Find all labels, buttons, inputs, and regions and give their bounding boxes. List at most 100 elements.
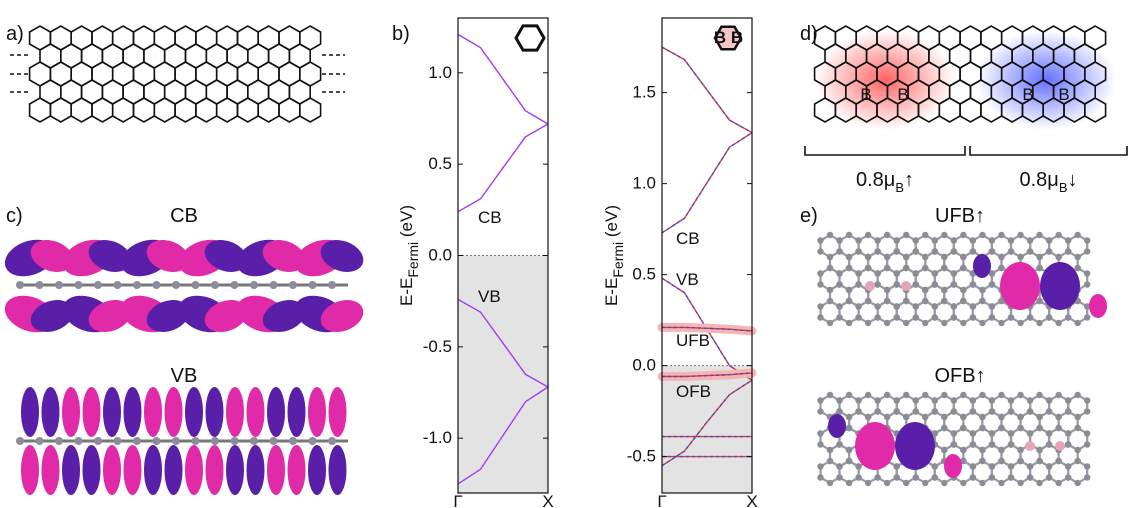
orbital-lobe (1000, 262, 1040, 310)
hexagon (859, 301, 878, 323)
y-label-main: E-E (397, 278, 416, 306)
atom (1084, 248, 1090, 254)
orbital-lobe (62, 387, 80, 437)
atom (932, 463, 938, 469)
hexagon (134, 98, 155, 122)
atom (941, 425, 947, 431)
atom (932, 281, 938, 287)
band-spin-down (662, 133, 752, 233)
atom (998, 254, 1004, 260)
moment-value: 0.8μ (1020, 169, 1059, 191)
orbital-lobe (83, 387, 101, 437)
atom (960, 265, 966, 271)
orbital-lobe (103, 387, 121, 437)
atom (1036, 265, 1042, 271)
y-tick-label: 1.5 (632, 83, 656, 102)
atom (1074, 254, 1080, 260)
atom (1008, 397, 1014, 403)
atom (817, 430, 823, 436)
atom (817, 463, 823, 469)
atom (951, 303, 957, 309)
atom (970, 281, 976, 287)
figure: a) b) c) d) e) CB VB UFB↑ OFB↑ BBBB0.8μB… (0, 0, 1130, 508)
panel-label: b) (392, 23, 410, 45)
atom (941, 320, 947, 326)
atom (941, 287, 947, 293)
band (662, 47, 752, 133)
atom (979, 447, 985, 453)
atom (960, 320, 966, 326)
atom (1036, 414, 1042, 420)
atom (827, 480, 833, 486)
annotation: UFB (676, 331, 710, 350)
atom (998, 320, 1004, 326)
atom (874, 474, 880, 480)
atom (1065, 441, 1071, 447)
atom (1017, 392, 1023, 398)
atom (941, 254, 947, 260)
hexagon (300, 98, 321, 122)
atom (1084, 408, 1090, 414)
annotation: CB (478, 208, 502, 227)
atom (846, 298, 852, 304)
atom (1074, 480, 1080, 486)
orbital-lobe (185, 445, 203, 495)
x-tick-label: Γ (657, 492, 666, 508)
atom (941, 447, 947, 453)
atom (893, 474, 899, 480)
atom (1046, 237, 1052, 243)
atom (1036, 447, 1042, 453)
atom (1084, 463, 1090, 469)
atom (884, 414, 890, 420)
atom (932, 397, 938, 403)
atom (817, 314, 823, 320)
atom (75, 437, 83, 445)
atom (1008, 248, 1014, 254)
atom (1074, 414, 1080, 420)
atom (1074, 320, 1080, 326)
atom (884, 254, 890, 260)
atom (970, 314, 976, 320)
atom (1027, 463, 1033, 469)
atom (1036, 458, 1042, 464)
atom (1008, 474, 1014, 480)
orbital-lobe (144, 387, 162, 437)
atom (1055, 414, 1061, 420)
orbital-lobe (165, 387, 183, 437)
annotation: VB (676, 270, 699, 289)
hexagon (196, 98, 217, 122)
orbital-lobe (226, 387, 244, 437)
orbital-lobe (83, 445, 101, 495)
atom (960, 392, 966, 398)
atom (903, 392, 909, 398)
atom (855, 474, 861, 480)
atom (865, 414, 871, 420)
panel-label: e) (800, 205, 818, 227)
atom (932, 408, 938, 414)
atom (855, 248, 861, 254)
atom (1046, 430, 1052, 436)
atom (846, 392, 852, 398)
atom (970, 430, 976, 436)
atom (951, 270, 957, 276)
atom (874, 314, 880, 320)
atom (1036, 298, 1042, 304)
orbital-lobe (329, 445, 347, 495)
atom (903, 320, 909, 326)
orbital-lobe (267, 445, 285, 495)
atom (94, 437, 102, 445)
orbital-lobe (206, 387, 224, 437)
atom (903, 298, 909, 304)
x-tick-label: X (542, 492, 553, 508)
hexagon (992, 461, 1011, 483)
atom (192, 281, 200, 289)
hexagon (916, 301, 935, 323)
atom (884, 232, 890, 238)
atom (1055, 320, 1061, 326)
atom (328, 437, 336, 445)
atom (941, 232, 947, 238)
atom (932, 474, 938, 480)
lattice (30, 26, 321, 122)
orbital-lobe (329, 387, 347, 437)
atom (1055, 232, 1061, 238)
